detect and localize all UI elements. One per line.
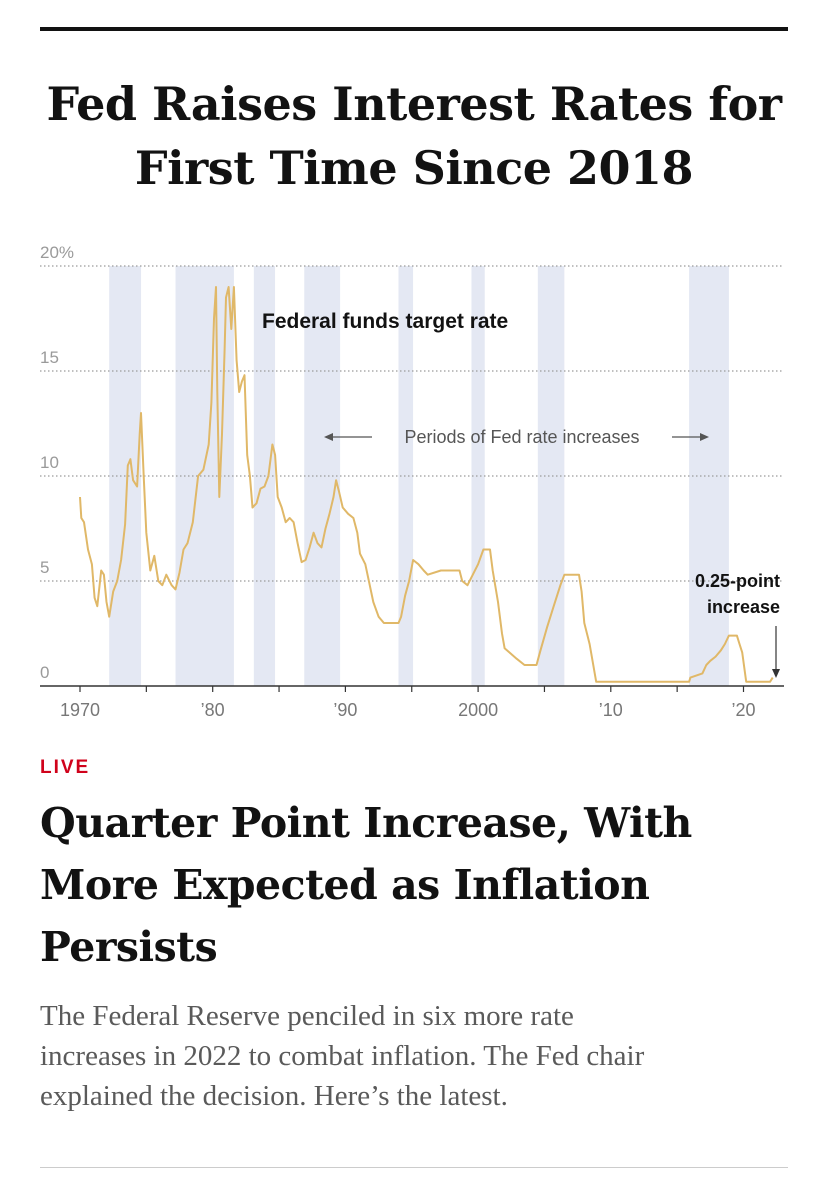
- x-tick-label: ’90: [333, 700, 357, 720]
- series-line-layer: [79, 286, 774, 683]
- live-label: LIVE: [40, 757, 91, 778]
- x-tick-label: ’80: [201, 700, 225, 720]
- top-rule: [40, 27, 788, 31]
- x-tick-label: ’20: [731, 700, 755, 720]
- increase-label: 0.25-point: [695, 571, 780, 591]
- headline-text[interactable]: Fed Raises Interest Rates for First Time…: [46, 77, 782, 195]
- story-title-line[interactable]: Persists: [40, 923, 218, 971]
- x-axis: 1970 ’80 ’90 2000 ’10 ’20: [40, 685, 784, 720]
- gridlines: 20% 15 10 5 0: [40, 243, 784, 682]
- x-tick-label: 2000: [458, 700, 498, 720]
- increase-label: increase: [707, 597, 780, 617]
- series-line-fed-funds: [79, 286, 774, 683]
- x-tick-label: ’10: [599, 700, 623, 720]
- fed-funds-chart: 20% 15 10 5 0 1970 ’80 ’90 2000 ’10 ’20 Federal f…: [40, 243, 784, 720]
- x-tick-label: 1970: [60, 700, 100, 720]
- y-tick-label: 5: [40, 558, 49, 577]
- summary-line: explained the decision. Here’s the lates…: [40, 1080, 508, 1112]
- story-title[interactable]: Quarter Point Increase, With More Expect…: [40, 792, 790, 978]
- summary-line: increases in 2022 to combat inflation. T…: [40, 1040, 645, 1072]
- y-tick-label: 0: [40, 663, 49, 682]
- series-label: Federal funds target rate: [262, 310, 508, 333]
- y-tick-label: 20%: [40, 243, 74, 262]
- periods-arrow-left-head: [324, 433, 333, 441]
- story-title-line[interactable]: More Expected as Inflation: [40, 861, 650, 909]
- story-summary: The Federal Reserve penciled in six more…: [40, 996, 800, 1116]
- rate-increase-period: [304, 266, 341, 686]
- bottom-rule: [40, 1167, 788, 1168]
- y-tick-label: 10: [40, 453, 59, 472]
- y-tick-label: 15: [40, 348, 59, 367]
- periods-label: Periods of Fed rate increases: [404, 427, 639, 447]
- annotation-layer: Federal funds target rate Periods of Fed …: [262, 310, 780, 678]
- story-title-line[interactable]: Quarter Point Increase, With: [40, 799, 692, 847]
- periods-arrow-right-head: [700, 433, 709, 441]
- headline[interactable]: Fed Raises Interest Rates for First Time…: [20, 72, 808, 200]
- summary-line: The Federal Reserve penciled in six more…: [40, 1000, 574, 1032]
- increase-arrow-head: [772, 669, 780, 678]
